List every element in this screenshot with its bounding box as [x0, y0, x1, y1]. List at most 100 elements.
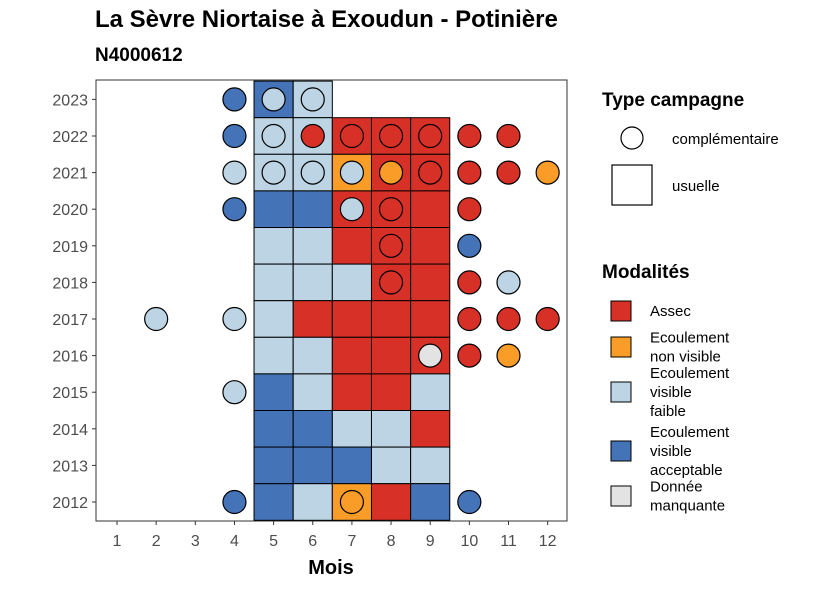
usuelle-cell-2012-6	[292, 483, 333, 521]
usuelle-cell-2019-7	[331, 227, 372, 265]
legend-modality-label: Ecoulement	[650, 424, 730, 441]
complementaire-point-2020-4	[222, 197, 247, 222]
x-tick-label: 1	[113, 533, 122, 550]
y-tick-label: 2019	[52, 239, 88, 256]
y-tick-label: 2014	[52, 422, 88, 439]
y-tick-label: 2015	[52, 385, 88, 402]
y-tick-label: 2018	[52, 275, 88, 292]
complementaire-point-2022-10	[457, 123, 482, 149]
legend-campaign-type: Type campagne complémentaire usuelle	[602, 90, 779, 206]
legend-campaign-label: complémentaire	[672, 131, 779, 148]
complementaire-point-2017-11	[496, 306, 521, 332]
complementaire-point-2023-5	[261, 87, 286, 112]
usuelle-cell-2013-7	[331, 446, 372, 485]
usuelle-cell-2014-8	[370, 410, 412, 448]
x-tick-label: 6	[308, 533, 317, 550]
x-tick-label: 5	[269, 533, 278, 550]
complementaire-point-2018-10	[457, 270, 482, 295]
usuelle-cell-2015-5	[253, 373, 294, 411]
legend-campaign-label: usuelle	[672, 178, 720, 195]
x-tick-label: 8	[387, 533, 396, 550]
usuelle-cell-2017-7	[331, 300, 372, 338]
legend-circle-symbol	[620, 126, 644, 150]
legend-swatch-assec	[610, 300, 632, 322]
y-tick-label: 2013	[52, 458, 88, 475]
complementaire-point-2019-10	[457, 233, 482, 258]
complementaire-point-2022-11	[496, 123, 521, 149]
x-tick-label: 9	[426, 533, 435, 550]
complementaire-point-2018-8	[378, 270, 404, 295]
y-tick-label: 2020	[52, 202, 88, 219]
complementaire-point-2018-11	[496, 270, 521, 295]
usuelle-cell-2017-5	[253, 300, 294, 338]
complementaire-point-2021-10	[457, 160, 482, 185]
chart-title: La Sèvre Niortaise à Exoudun - Potinière	[95, 6, 558, 33]
complementaire-point-2020-10	[457, 197, 482, 222]
usuelle-cell-2018-6	[292, 263, 333, 302]
complementaire-point-2017-12	[535, 306, 560, 332]
complementaire-point-2021-8	[378, 160, 404, 185]
x-axis: 1 2 3 4 5 6 7 8 9 10 11 12	[113, 521, 557, 550]
legend-modality-label: visible	[650, 443, 692, 460]
usuelle-cell-2019-9	[410, 227, 451, 265]
x-tick-label: 2	[152, 533, 161, 550]
complementaire-point-2016-11	[496, 343, 521, 368]
complementaire-point-2022-6	[300, 123, 325, 149]
usuelle-cell-2013-5	[253, 446, 294, 485]
x-tick-label: 3	[191, 533, 200, 550]
complementaire-point-2022-9	[418, 123, 443, 149]
complementaire-point-2012-10	[457, 489, 482, 515]
x-tick-label: 12	[539, 533, 557, 550]
usuelle-cell-2019-6	[292, 227, 333, 265]
complementaire-point-2020-8	[378, 197, 404, 222]
complementaire-point-2021-7	[339, 160, 364, 185]
legend-modality-label: manquante	[650, 498, 725, 515]
usuelle-cell-2017-8	[370, 300, 412, 338]
complementaire-point-2021-6	[300, 160, 325, 185]
legend-modality-label: non visible	[650, 349, 721, 366]
complementaire-point-2012-7	[339, 489, 364, 515]
complementaire-point-2022-4	[222, 123, 247, 149]
legend-swatch-acceptable	[610, 440, 632, 462]
y-tick-label: 2017	[52, 312, 88, 329]
usuelle-cell-2015-9	[410, 373, 451, 411]
usuelle-cell-2014-5	[253, 410, 294, 448]
legend-campaign-title: Type campagne	[602, 90, 744, 111]
usuelle-cell-2012-8	[370, 483, 412, 521]
legend-modality-label: visible	[650, 384, 692, 401]
y-tick-label: 2022	[52, 129, 88, 146]
complementaire-point-2017-4	[222, 306, 247, 332]
legend-modality-label: Ecoulement	[650, 365, 730, 382]
usuelle-cell-2015-6	[292, 373, 333, 411]
complementaire-point-2016-10	[457, 343, 482, 368]
x-tick-label: 4	[230, 533, 239, 550]
complementaire-point-2020-7	[339, 197, 364, 222]
complementaire-point-2021-12	[535, 160, 560, 185]
legend-modality-label: Assec	[650, 303, 691, 320]
complementaire-point-2015-4	[222, 380, 247, 405]
y-tick-label: 2021	[52, 166, 88, 183]
legend-swatch-faible	[610, 381, 632, 403]
y-tick-label: 2016	[52, 349, 88, 366]
point-layer	[144, 87, 560, 515]
complementaire-point-2022-7	[339, 123, 364, 149]
usuelle-cell-2017-9	[410, 300, 451, 338]
usuelle-cell-2015-7	[331, 373, 372, 411]
usuelle-cell-2020-6	[292, 190, 333, 228]
chart-subtitle: N4000612	[95, 45, 183, 66]
complementaire-point-2016-9	[418, 343, 443, 368]
complementaire-point-2021-11	[496, 160, 521, 185]
usuelle-cell-2012-5	[253, 483, 294, 521]
usuelle-cell-2012-9	[410, 483, 451, 521]
usuelle-cell-2019-5	[253, 227, 294, 265]
complementaire-point-2023-6	[300, 87, 325, 112]
complementaire-point-2021-9	[418, 160, 443, 185]
complementaire-point-2021-4	[222, 160, 247, 185]
usuelle-cell-2017-6	[292, 300, 333, 338]
complementaire-point-2022-8	[378, 123, 404, 149]
usuelle-cell-2015-8	[370, 373, 412, 411]
y-tick-label: 2023	[52, 92, 88, 109]
usuelle-cell-2013-9	[410, 446, 451, 485]
usuelle-cell-2013-6	[292, 446, 333, 485]
y-tick-label: 2012	[52, 495, 88, 512]
